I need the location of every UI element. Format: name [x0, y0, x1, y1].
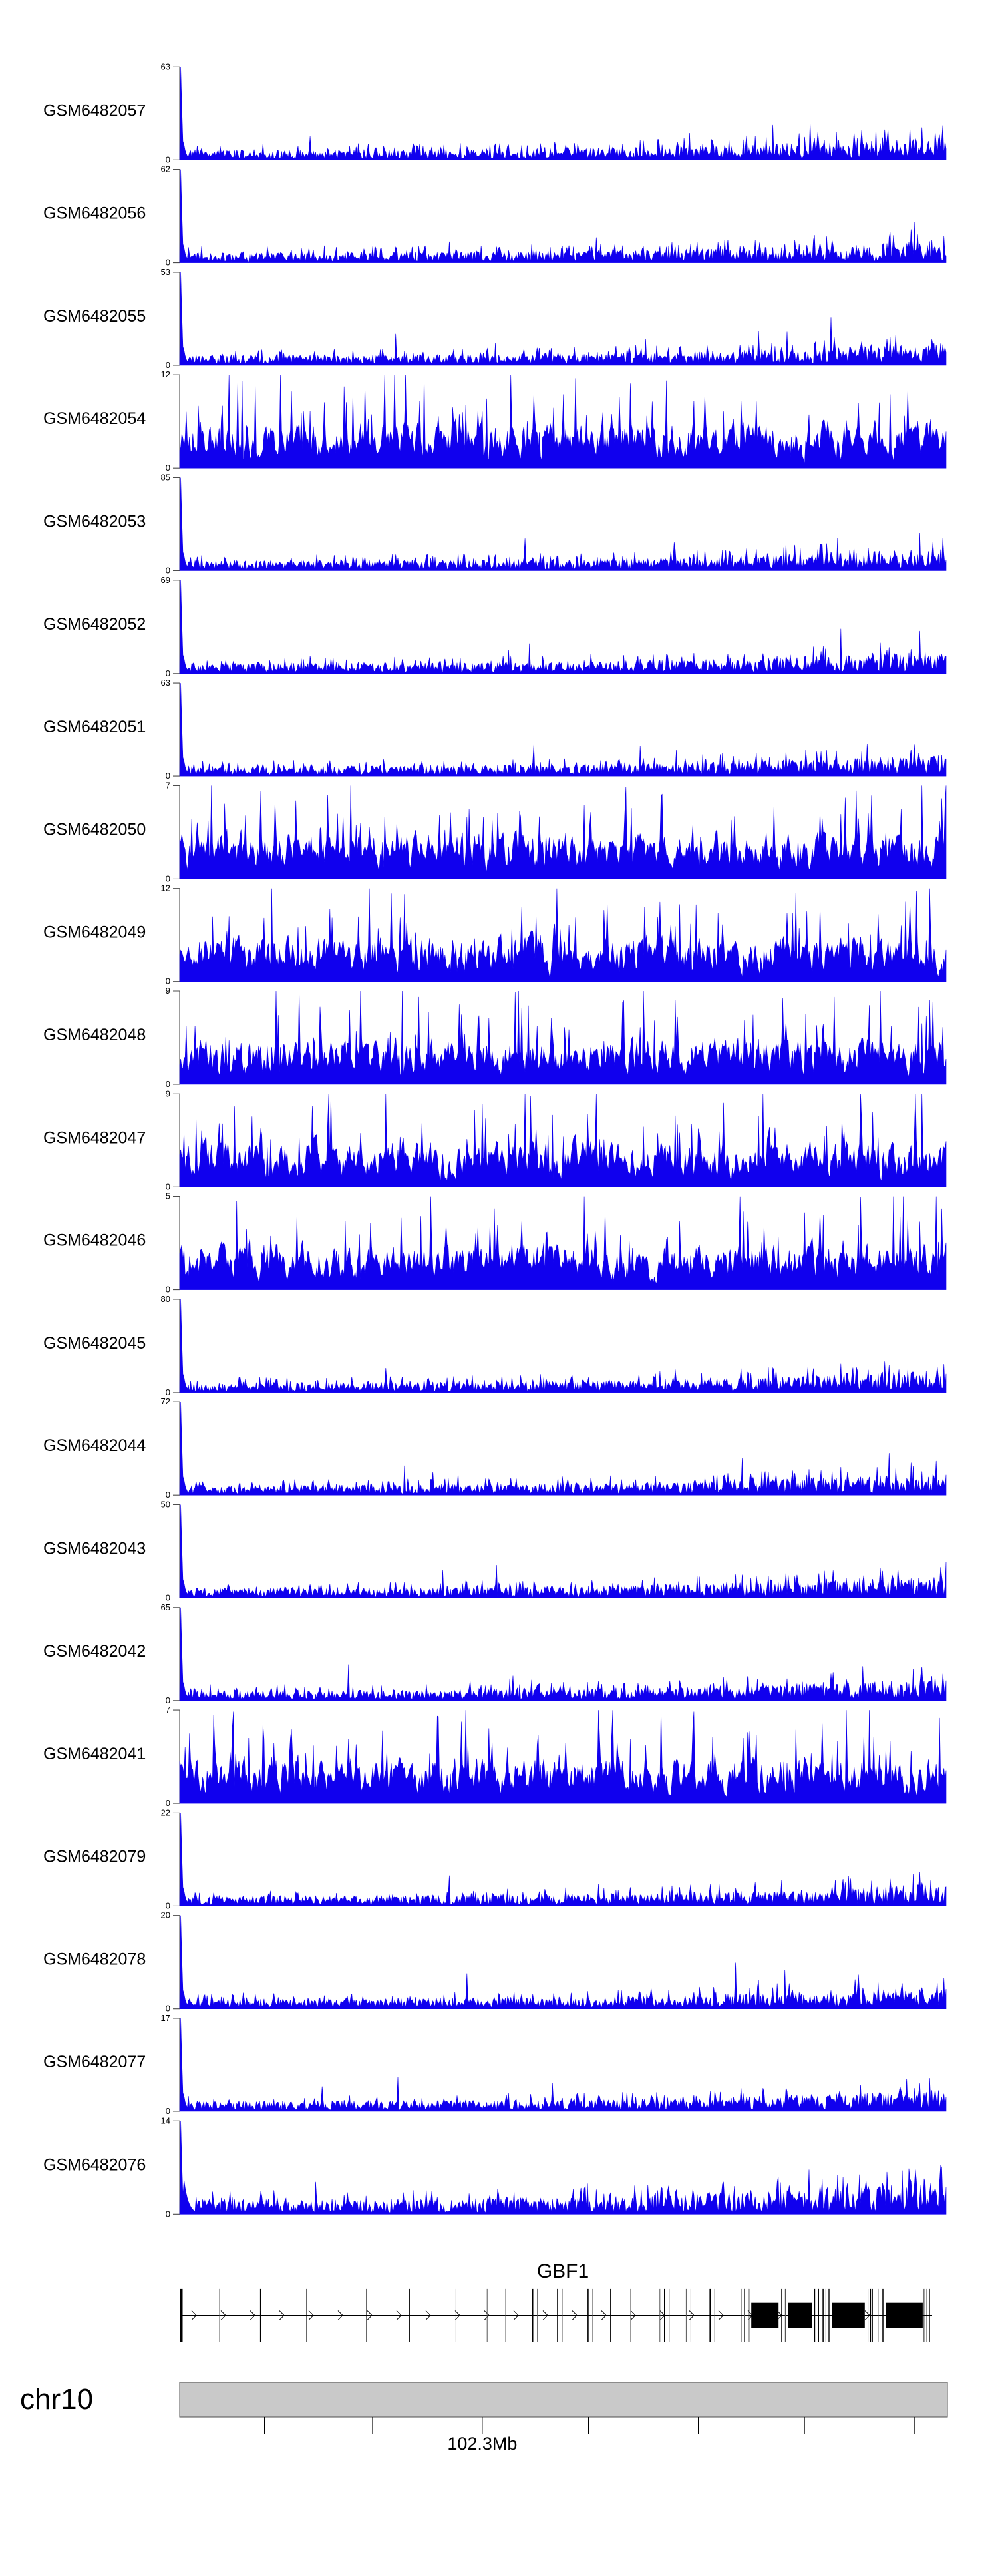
- svg-text:20: 20: [161, 1910, 170, 1920]
- svg-text:12: 12: [161, 369, 170, 379]
- svg-text:0: 0: [166, 2209, 170, 2219]
- svg-text:GSM6482077: GSM6482077: [43, 2053, 146, 2071]
- svg-text:80: 80: [161, 1294, 170, 1304]
- svg-text:GSM6482047: GSM6482047: [43, 1128, 146, 1147]
- svg-text:GSM6482041: GSM6482041: [43, 1745, 146, 1763]
- svg-text:62: 62: [161, 164, 170, 174]
- svg-text:7: 7: [166, 1705, 170, 1715]
- svg-text:0: 0: [166, 771, 170, 781]
- svg-text:0: 0: [166, 1387, 170, 1397]
- svg-text:0: 0: [166, 1490, 170, 1500]
- svg-text:0: 0: [166, 1079, 170, 1089]
- svg-text:63: 63: [161, 61, 170, 71]
- svg-text:17: 17: [161, 2013, 170, 2023]
- svg-text:GSM6482050: GSM6482050: [43, 820, 146, 839]
- svg-text:0: 0: [166, 976, 170, 986]
- svg-text:GSM6482079: GSM6482079: [43, 1847, 146, 1866]
- svg-text:GSM6482043: GSM6482043: [43, 1540, 146, 1558]
- svg-text:GSM6482051: GSM6482051: [43, 718, 146, 736]
- svg-text:0: 0: [166, 1285, 170, 1295]
- svg-text:GSM6482048: GSM6482048: [43, 1026, 146, 1044]
- svg-text:22: 22: [161, 1807, 170, 1817]
- svg-text:14: 14: [161, 2115, 170, 2125]
- svg-text:GSM6482046: GSM6482046: [43, 1231, 146, 1250]
- svg-text:chr10: chr10: [20, 2383, 93, 2416]
- svg-text:0: 0: [166, 566, 170, 576]
- svg-text:GBF1: GBF1: [537, 2260, 589, 2282]
- svg-text:0: 0: [166, 1593, 170, 1603]
- svg-text:GSM6482042: GSM6482042: [43, 1642, 146, 1661]
- svg-text:12: 12: [161, 883, 170, 893]
- svg-text:63: 63: [161, 678, 170, 688]
- svg-text:GSM6482049: GSM6482049: [43, 923, 146, 942]
- svg-text:0: 0: [166, 2004, 170, 2014]
- svg-text:0: 0: [166, 1900, 170, 1910]
- svg-text:85: 85: [161, 473, 170, 483]
- svg-text:0: 0: [166, 873, 170, 883]
- svg-text:102.3Mb: 102.3Mb: [447, 2434, 517, 2454]
- svg-text:0: 0: [166, 1798, 170, 1808]
- svg-text:9: 9: [166, 1088, 170, 1098]
- svg-text:GSM6482078: GSM6482078: [43, 1950, 146, 1969]
- svg-text:0: 0: [166, 154, 170, 164]
- svg-text:5: 5: [166, 1191, 170, 1201]
- svg-text:GSM6482076: GSM6482076: [43, 2155, 146, 2174]
- svg-text:0: 0: [166, 360, 170, 370]
- svg-text:GSM6482053: GSM6482053: [43, 513, 146, 531]
- svg-text:GSM6482055: GSM6482055: [43, 307, 146, 325]
- svg-text:GSM6482056: GSM6482056: [43, 204, 146, 223]
- svg-text:7: 7: [166, 780, 170, 790]
- svg-text:0: 0: [166, 2106, 170, 2116]
- svg-text:GSM6482044: GSM6482044: [43, 1436, 146, 1455]
- svg-text:0: 0: [166, 668, 170, 678]
- svg-text:0: 0: [166, 1695, 170, 1705]
- svg-text:9: 9: [166, 986, 170, 996]
- svg-text:72: 72: [161, 1396, 170, 1406]
- svg-text:GSM6482057: GSM6482057: [43, 101, 146, 120]
- svg-text:53: 53: [161, 267, 170, 277]
- svg-text:0: 0: [166, 258, 170, 268]
- svg-text:GSM6482052: GSM6482052: [43, 615, 146, 634]
- svg-text:GSM6482054: GSM6482054: [43, 409, 146, 428]
- svg-text:65: 65: [161, 1602, 170, 1612]
- svg-text:0: 0: [166, 463, 170, 473]
- svg-text:0: 0: [166, 1181, 170, 1191]
- svg-text:GSM6482045: GSM6482045: [43, 1334, 146, 1353]
- svg-text:69: 69: [161, 575, 170, 585]
- svg-text:50: 50: [161, 1500, 170, 1510]
